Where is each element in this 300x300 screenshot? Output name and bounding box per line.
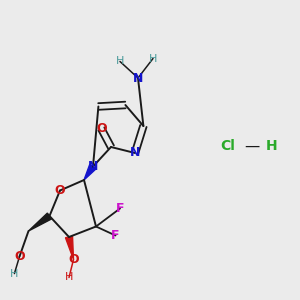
Text: H: H — [266, 140, 277, 153]
Text: N: N — [88, 160, 98, 173]
Polygon shape — [65, 236, 74, 260]
Text: F: F — [111, 229, 120, 242]
Text: O: O — [68, 253, 79, 266]
Text: H: H — [10, 268, 19, 279]
Text: N: N — [130, 146, 140, 160]
Text: —: — — [244, 139, 260, 154]
Text: O: O — [96, 122, 107, 136]
Polygon shape — [28, 213, 52, 231]
Text: O: O — [14, 250, 25, 263]
Text: O: O — [55, 184, 65, 197]
Text: H: H — [65, 272, 73, 283]
Text: H: H — [149, 53, 157, 64]
Text: Cl: Cl — [220, 140, 236, 153]
Text: F: F — [116, 202, 124, 215]
Text: H: H — [116, 56, 124, 67]
Polygon shape — [84, 164, 96, 180]
Text: N: N — [133, 71, 143, 85]
